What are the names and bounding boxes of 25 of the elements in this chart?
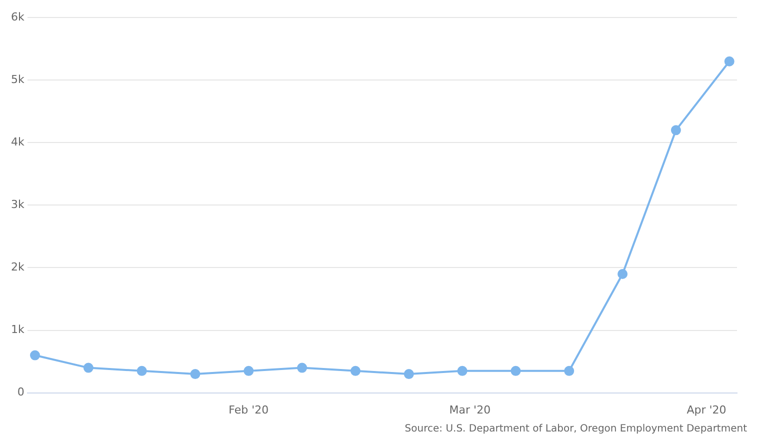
source-note: Source: U.S. Department of Labor, Oregon Employment Department bbox=[404, 424, 748, 435]
point bbox=[404, 369, 414, 380]
y-tick-label: 0 bbox=[17, 386, 24, 399]
point bbox=[724, 56, 734, 66]
y-tick-label: 4k bbox=[10, 136, 25, 149]
point bbox=[510, 366, 521, 376]
x-tick-label: Feb '20 bbox=[228, 403, 269, 416]
point bbox=[297, 362, 308, 373]
y-tick-label: 3k bbox=[10, 198, 25, 212]
point bbox=[190, 369, 200, 380]
point bbox=[83, 362, 94, 373]
point bbox=[457, 366, 468, 376]
point bbox=[136, 366, 147, 376]
point bbox=[30, 350, 40, 360]
point bbox=[350, 366, 360, 376]
y-tick-label: 6k bbox=[10, 10, 25, 24]
point bbox=[618, 268, 628, 279]
y-tick-label: 5k bbox=[10, 72, 25, 86]
point bbox=[670, 125, 681, 136]
x-tick-label: Apr '20 bbox=[686, 403, 726, 416]
x-tick-label: Mar '20 bbox=[449, 403, 491, 416]
point bbox=[564, 366, 574, 376]
y-tick-label: 2k bbox=[10, 260, 25, 274]
y-tick-label: 1k bbox=[10, 323, 25, 336]
point bbox=[244, 366, 254, 376]
